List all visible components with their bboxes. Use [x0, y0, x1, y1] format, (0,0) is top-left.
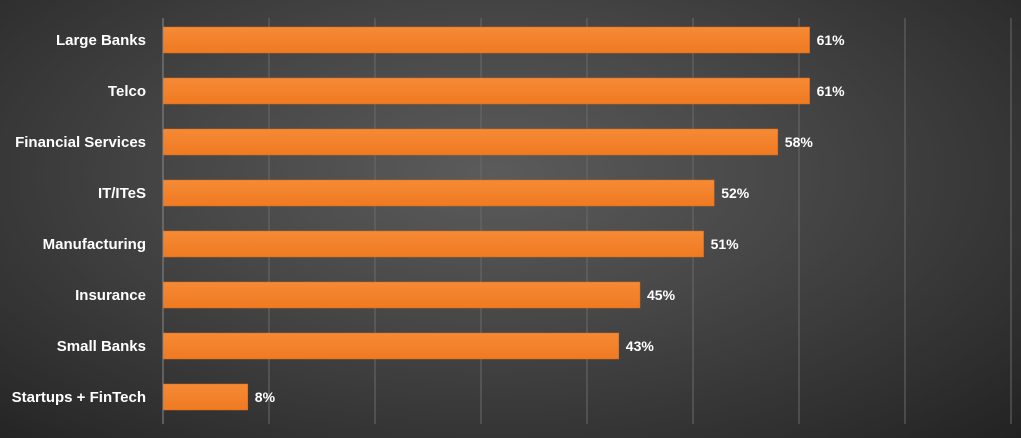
value-labels: 61% 61% 58% 52% 51% 45% 43% 8%	[255, 32, 845, 405]
bar	[162, 77, 810, 105]
value-label: 61%	[817, 83, 846, 99]
category-label: Insurance	[75, 287, 146, 304]
category-label: Telco	[108, 83, 146, 100]
value-label: 52%	[721, 185, 750, 201]
value-label: 8%	[255, 389, 276, 405]
value-label: 45%	[647, 287, 676, 303]
bar	[162, 128, 779, 156]
bar	[162, 281, 641, 309]
value-label: 61%	[817, 32, 846, 48]
value-label: 58%	[785, 134, 814, 150]
category-label: Small Banks	[57, 338, 146, 355]
category-labels: Large Banks Telco Financial Services IT/ITe…	[12, 32, 146, 406]
bar	[162, 26, 810, 54]
category-label: Financial Services	[15, 134, 146, 151]
value-label: 51%	[711, 236, 740, 252]
category-label: Large Banks	[56, 32, 146, 49]
bar	[162, 383, 249, 411]
bars	[162, 26, 810, 411]
value-label: 43%	[626, 338, 655, 354]
bar	[162, 230, 704, 258]
category-label: IT/ITeS	[98, 185, 146, 202]
bar	[162, 179, 715, 207]
category-label: Manufacturing	[43, 236, 146, 253]
category-label: Startups + FinTech	[12, 389, 146, 406]
bar	[162, 332, 620, 360]
